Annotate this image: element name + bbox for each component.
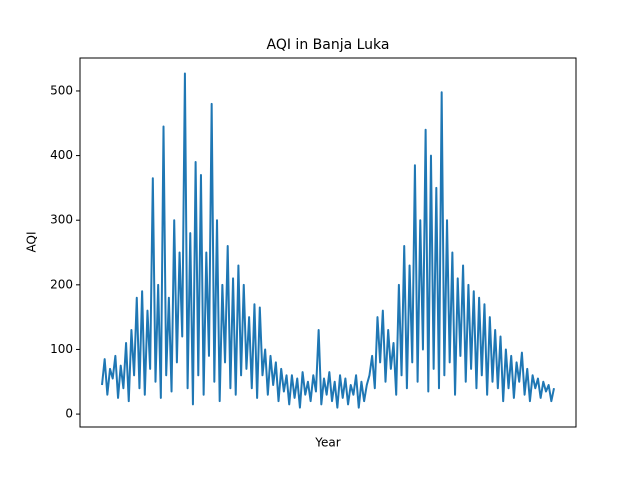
y-tick-label: 300 [50,213,73,227]
y-tick-label: 100 [50,342,73,356]
x-axis-label: Year [314,436,340,450]
y-tick-label: 400 [50,148,73,162]
y-tick-label: 500 [50,83,73,97]
y-tick-label: 200 [50,277,73,291]
y-axis-label: AQI [25,232,39,253]
y-tick-label: 0 [65,407,73,421]
data-line [101,72,555,409]
chart-title: AQI in Banja Luka [267,37,390,53]
